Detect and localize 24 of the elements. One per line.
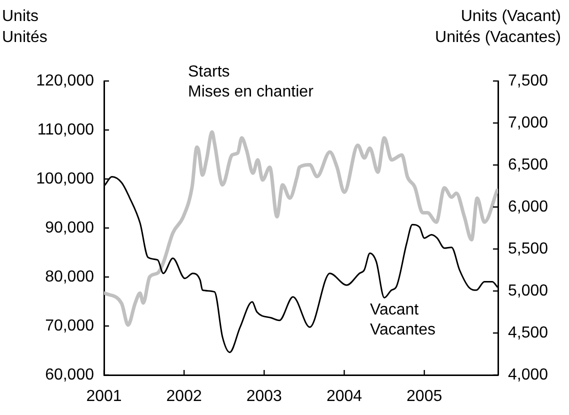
x-tick-label: 2003 (246, 388, 282, 406)
y2-tick-label: 6,500 (508, 156, 548, 174)
y-tick-label: 110,000 (37, 121, 94, 138)
y-tick-label: 70,000 (45, 317, 94, 334)
x-tick-label: 2002 (166, 388, 202, 406)
y2-tick-label: 4,000 (508, 366, 548, 384)
y2-tick-label: 5,500 (508, 240, 548, 258)
y-tick-label: 100,000 (36, 170, 94, 188)
y-tick-label: 90,000 (45, 219, 94, 236)
x-tick-label: 2001 (86, 388, 122, 406)
y2-tick-label: 7,000 (508, 114, 548, 132)
x-tick-label: 2005 (406, 388, 442, 406)
text: Starts Mises en chantier (188, 63, 314, 100)
y2-tick-label: 6,000 (508, 198, 548, 216)
y2-tick-label: 7,500 (508, 72, 548, 90)
y-tick-label: 80,000 (45, 268, 94, 286)
series-label: Vacant Vacantes (370, 301, 436, 338)
y-tick-label: 120,000 (36, 72, 94, 90)
y2-axis-title: Units (Vacant) Unités (Vacantes) (435, 7, 561, 48)
y2-tick-label: 4,500 (508, 324, 548, 342)
x-tick-label: 2004 (326, 388, 362, 406)
y-axis-title: Units Unités (2, 7, 48, 48)
y2-tick-label: 5,000 (508, 282, 548, 300)
y-tick-label: 60,000 (45, 366, 94, 384)
